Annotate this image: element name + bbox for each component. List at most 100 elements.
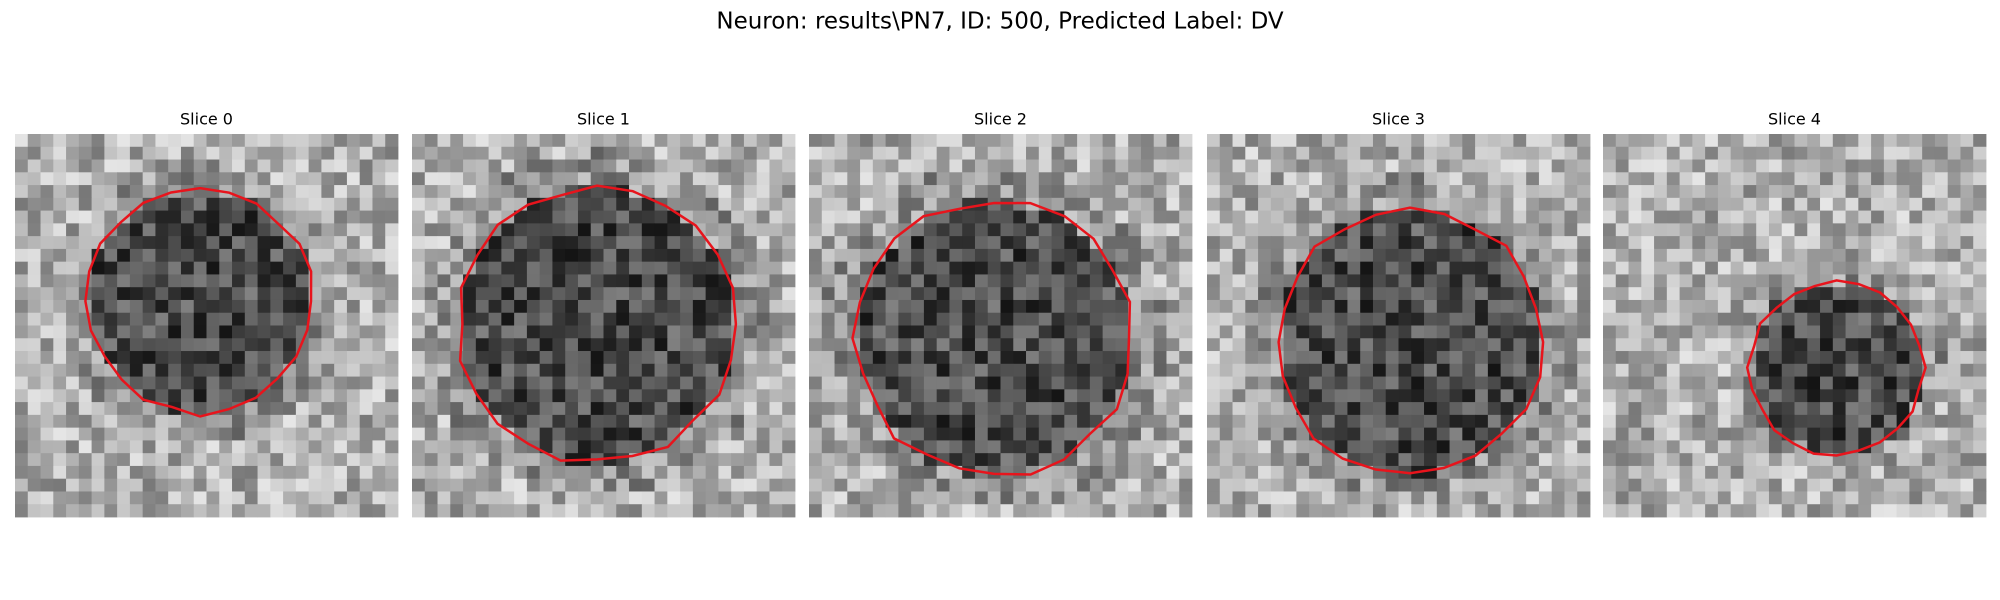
pixel <box>1730 363 1744 377</box>
pixel <box>1385 389 1399 403</box>
pixel <box>1717 465 1732 480</box>
pixel <box>552 440 566 454</box>
pixel <box>1666 197 1680 211</box>
contour <box>84 186 313 418</box>
pixel <box>577 376 592 390</box>
pixel <box>27 197 41 211</box>
pixel <box>667 491 681 505</box>
pixel <box>1179 146 1193 160</box>
pixel <box>1832 338 1846 352</box>
pixel <box>1232 465 1246 480</box>
pixel <box>834 159 848 173</box>
pixel <box>705 491 719 505</box>
pixel <box>809 402 823 416</box>
pixel <box>475 325 489 339</box>
pixel <box>1717 389 1732 403</box>
pixel <box>885 414 899 429</box>
pixel <box>1654 287 1668 301</box>
pixel <box>847 402 861 416</box>
pixel <box>180 465 195 480</box>
pixel <box>526 299 541 314</box>
pixel <box>718 159 732 173</box>
pixel <box>743 491 758 505</box>
pixel <box>860 478 874 492</box>
pixel <box>1153 402 1167 416</box>
pixel <box>1436 440 1450 454</box>
pixel <box>1347 274 1361 288</box>
pixel <box>334 172 348 186</box>
pixel <box>1756 159 1770 173</box>
pixel <box>769 197 783 211</box>
pixel <box>1038 389 1052 403</box>
pixel <box>257 478 271 492</box>
pixel <box>1270 134 1284 148</box>
pixel <box>1424 478 1438 492</box>
pixel <box>450 453 464 467</box>
pixel <box>731 351 745 365</box>
pixel <box>1207 261 1221 275</box>
pixel <box>526 261 541 275</box>
pixel <box>962 312 976 326</box>
pixel <box>1411 376 1425 390</box>
pixel <box>1781 172 1795 186</box>
pixel <box>641 172 655 186</box>
pixel <box>821 236 835 250</box>
pixel <box>475 134 489 148</box>
pixel <box>885 504 899 518</box>
pixel <box>488 389 502 403</box>
pixel <box>1794 274 1808 288</box>
pixel <box>488 465 502 480</box>
pixel <box>949 440 963 454</box>
pixel <box>1334 376 1348 390</box>
pixel <box>1077 491 1091 505</box>
pixel <box>1909 236 1923 250</box>
pixel <box>1309 338 1323 352</box>
pixel <box>769 261 783 275</box>
pixel <box>1820 325 1834 339</box>
pixel <box>1283 146 1297 160</box>
pixel <box>412 363 426 377</box>
pixel <box>1179 312 1193 326</box>
pixel <box>1166 159 1180 173</box>
pixel <box>514 376 528 390</box>
pixel <box>372 146 386 160</box>
pixel <box>590 427 604 441</box>
pixel <box>372 248 386 263</box>
pixel <box>590 146 604 160</box>
pixel <box>1551 363 1565 377</box>
pixel <box>1756 389 1770 403</box>
pixel <box>616 338 630 352</box>
pixel <box>769 159 783 173</box>
pixel <box>1436 504 1450 518</box>
pixel <box>616 465 630 480</box>
pixel <box>872 236 886 250</box>
pixel <box>680 134 694 148</box>
pixel <box>1500 146 1514 160</box>
pixel <box>539 172 553 186</box>
pixel <box>206 134 220 148</box>
pixel <box>809 440 823 454</box>
pixel <box>885 134 899 148</box>
pixel <box>1756 287 1770 301</box>
pixel <box>514 453 528 467</box>
pixel <box>1896 299 1910 314</box>
pixel <box>1500 159 1514 173</box>
pixel <box>437 504 451 518</box>
pixel <box>1051 223 1065 237</box>
pixel <box>450 159 464 173</box>
pixel <box>1794 325 1808 339</box>
pixel <box>1232 261 1246 275</box>
pixel <box>1960 453 1974 467</box>
pixel <box>142 312 156 326</box>
pixel <box>1436 261 1450 275</box>
pixel <box>769 312 783 326</box>
pixel <box>539 236 553 250</box>
pixel <box>809 236 823 250</box>
pixel <box>769 478 783 492</box>
pixel <box>641 287 655 301</box>
pixel <box>117 427 131 441</box>
pixel <box>514 223 528 237</box>
pixel <box>514 312 528 326</box>
pixel <box>1666 402 1680 416</box>
pixel <box>1883 402 1898 416</box>
